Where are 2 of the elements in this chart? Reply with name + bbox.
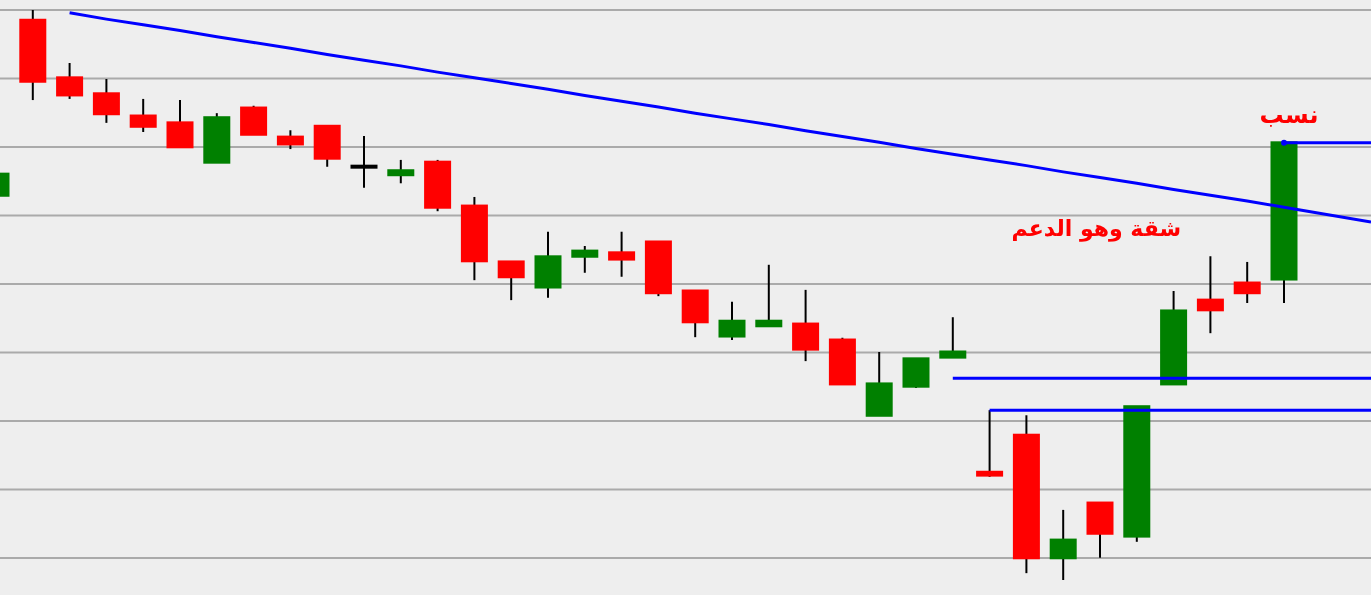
- annotation: نسب: [1259, 100, 1319, 129]
- annotation: شقة وهو الدعم: [1011, 216, 1182, 242]
